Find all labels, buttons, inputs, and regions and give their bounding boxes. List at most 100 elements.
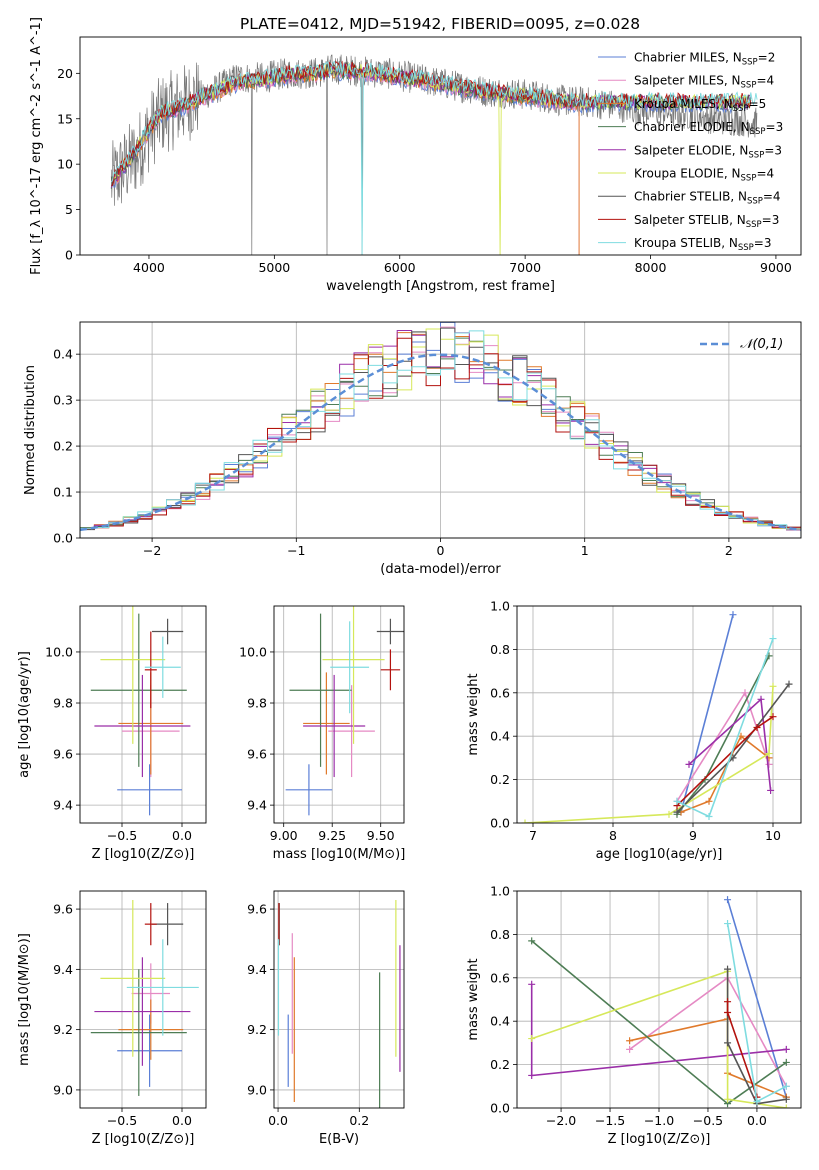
y-tick-label: 9.6 — [247, 902, 267, 917]
x-tick-label: 9000 — [760, 260, 792, 275]
y-tick-label: 9.8 — [53, 696, 73, 711]
y-tick-label: 0.0 — [490, 1101, 510, 1116]
weight-marker — [724, 896, 732, 904]
panel-mass-vs-ebv: 0.0 0.2 9.0 9.2 9.4 9.6 E(B-V) — [247, 890, 405, 1147]
y-axis-label: mass [log10(M/M⊙)] — [17, 933, 32, 1066]
panel-weight-vs-Z: −2.0 −1.5 −1.0 −0.5 0.0 0.0 0.2 0.4 0.6 0.8 1.0 Z [… — [466, 884, 802, 1147]
panel-age-vs-Z: −0.5 0.0 9.4 9.6 9.8 10.0 Z [log10(Z/Z⊙)] age [… — [17, 605, 207, 862]
y-tick-label: 0.6 — [490, 685, 510, 700]
y-tick-label: 9.4 — [247, 962, 267, 977]
legend-label: Kroupa STELIB, NSSP=3 — [634, 236, 772, 253]
plot-area — [528, 896, 790, 1108]
y-tick-label: 0.8 — [490, 642, 510, 657]
y-tick-label: 0.4 — [490, 1014, 510, 1029]
y-tick-label: 10.0 — [239, 644, 267, 659]
x-tick-label: 0.0 — [172, 828, 192, 843]
y-tick-label: 9.2 — [247, 1022, 267, 1037]
weight-marker — [782, 1104, 790, 1108]
weight-marker — [705, 812, 713, 820]
axes-frame — [273, 890, 405, 1109]
panel-mass-vs-Z: −0.5 0.0 9.0 9.2 9.4 9.6 Z [log10(Z/Z⊙)] mass [… — [17, 890, 207, 1147]
x-tick-label: 1 — [581, 543, 589, 558]
weight-marker — [767, 786, 775, 794]
weight-marker — [769, 682, 777, 690]
weight-line-chabrier-miles — [726, 899, 788, 1098]
y-tick-label: 9.6 — [247, 747, 267, 762]
weight-marker — [753, 1097, 761, 1105]
weight-marker — [782, 1095, 790, 1103]
x-tick-label: −0.5 — [107, 828, 137, 843]
x-tick-label: −1.0 — [644, 1113, 674, 1128]
legend-label: Salpeter MILES, NSSP=4 — [634, 74, 774, 91]
x-tick-label: 0.0 — [747, 1113, 767, 1128]
y-axis-label: mass weight — [466, 958, 481, 1040]
weight-marker — [528, 1035, 536, 1043]
y-tick-label: 0.0 — [53, 531, 73, 546]
legend-label: 𝒩(0,1) — [740, 337, 783, 352]
normal-curve — [80, 353, 801, 532]
y-tick-label: 0.1 — [53, 485, 73, 500]
x-tick-label: −0.5 — [693, 1113, 723, 1128]
y-tick-label: 1.0 — [490, 884, 510, 899]
legend-label: Salpeter STELIB, NSSP=3 — [634, 213, 779, 230]
weight-marker — [626, 1037, 634, 1045]
weight-line-salpeter-stelib — [676, 716, 774, 807]
x-tick-label: 0 — [437, 543, 445, 558]
x-tick-label: 9.25 — [318, 828, 346, 843]
x-axis-label: wavelength [Angstrom, rest frame] — [326, 279, 555, 294]
weight-marker — [528, 1071, 536, 1079]
plot-area — [110, 54, 758, 255]
x-axis-label: Z [log10(Z/Z⊙)] — [92, 1132, 195, 1147]
x-tick-label: −0.5 — [107, 1113, 137, 1128]
x-tick-label: 7000 — [509, 260, 541, 275]
axes-frame — [273, 605, 405, 824]
y-tick-label: 9.0 — [53, 1082, 73, 1097]
weight-marker — [528, 980, 536, 988]
weight-marker — [724, 1039, 732, 1047]
panel-age-vs-mass: 9.00 9.25 9.50 9.4 9.6 9.8 10.0 mass [log10(M/M… — [239, 605, 405, 862]
y-tick-label: 9.4 — [247, 798, 267, 813]
model-spectrum-salpeter-elodie — [110, 62, 752, 188]
weight-marker — [724, 965, 732, 973]
x-tick-label: 2 — [725, 543, 733, 558]
model-spectrum-salpeter-stelib — [111, 60, 752, 186]
weight-marker — [724, 1095, 732, 1103]
y-tick-label: 0 — [65, 248, 73, 263]
y-tick-label: 0.3 — [53, 393, 73, 408]
plot-area — [277, 900, 401, 1108]
y-tick-label: 9.4 — [53, 798, 73, 813]
x-tick-label: 5000 — [258, 260, 290, 275]
weight-marker — [765, 750, 773, 758]
y-axis-label: mass weight — [466, 673, 481, 755]
x-axis-label: age [log10(age/yr)] — [596, 847, 723, 862]
x-tick-label: 9 — [689, 828, 697, 843]
weight-marker — [782, 1058, 790, 1066]
model-spectrum-kroupa-stelib — [110, 60, 758, 255]
y-tick-label: 0.2 — [53, 439, 73, 454]
y-tick-label: 9.0 — [247, 1082, 267, 1097]
weight-line-kroupa-miles — [680, 734, 770, 813]
weight-line-chabrier-elodie — [676, 655, 770, 815]
legend-label: Salpeter ELODIE, NSSP=3 — [634, 143, 782, 160]
x-tick-label: 9.00 — [270, 828, 298, 843]
axes-frame — [79, 890, 207, 1109]
panel-residuals: −2 −1 0 1 2 0.0 0.1 0.2 0.3 0.4 (data-model)/error… — [23, 321, 802, 577]
x-tick-label: −2 — [143, 543, 161, 558]
plot-area — [90, 606, 191, 816]
weight-marker — [729, 611, 737, 619]
y-tick-label: 0.8 — [490, 927, 510, 942]
legend-label: Chabrier STELIB, NSSP=4 — [634, 190, 781, 207]
plot-area — [90, 900, 199, 1096]
x-tick-label: 9.50 — [367, 828, 395, 843]
weight-marker — [769, 713, 777, 721]
x-tick-label: 8 — [609, 828, 617, 843]
panel-spectrum: 4000 5000 6000 7000 8000 9000 0 5 10 15 20 waveleng… — [29, 17, 802, 294]
x-axis-label: E(B-V) — [319, 1132, 359, 1147]
y-tick-label: 9.8 — [247, 696, 267, 711]
panel-weight-vs-age: 7 8 9 10 0.0 0.2 0.4 0.6 0.8 1.0 age [log10(age/yr… — [466, 599, 802, 862]
legend-label: Chabrier MILES, NSSP=2 — [634, 51, 775, 68]
y-axis-label: Normed distribution — [23, 365, 38, 495]
x-tick-label: 0.0 — [172, 1113, 192, 1128]
x-tick-label: 4000 — [133, 260, 165, 275]
